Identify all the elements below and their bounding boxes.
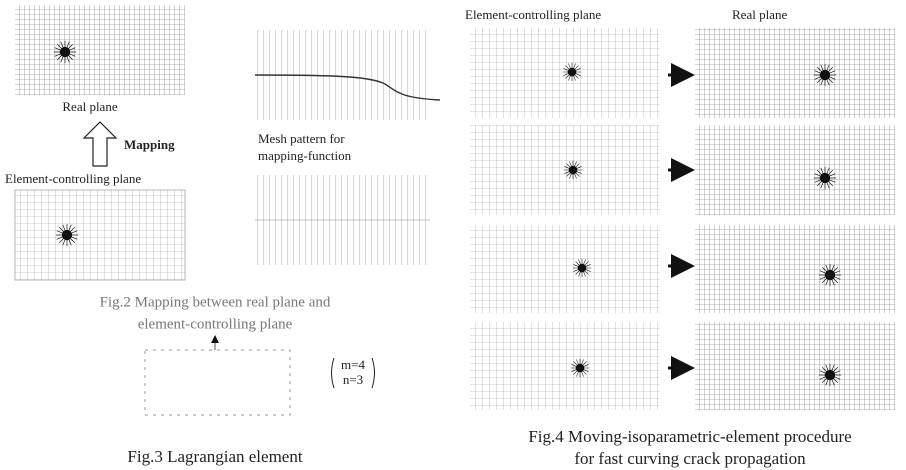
figure-page: Real plane Mapping Element-controlling p… [0,0,906,470]
fig3-caption: Fig.3 Lagrangian element [127,447,302,466]
element-plane-mesh [470,225,660,313]
element-plane-mesh [15,190,185,280]
lagrangian-element [145,350,290,415]
mesh-pattern-label: Mesh pattern for [258,131,345,146]
real-plane-mesh [695,28,895,118]
real-plane-mesh [695,225,895,313]
row [470,125,895,215]
real-plane-mesh [15,5,185,95]
element-param: n=3 [343,372,363,387]
column-header: Real plane [732,7,787,22]
fig4-caption: Fig.4 Moving-isoparametric-element proce… [528,427,851,446]
mapping-label: Mapping [124,137,175,152]
element-plane-mesh [470,28,660,118]
real-plane-mesh [695,125,895,215]
fig2-caption: element-controlling plane [138,316,293,332]
fig2-caption: Fig.2 Mapping between real plane and [100,294,331,310]
real-plane-label: Real plane [62,99,117,114]
row [470,322,895,410]
row [470,225,895,313]
row [470,28,895,118]
element-param: m=4 [341,357,365,372]
mesh-pattern-label: mapping-function [258,148,352,163]
real-plane-mesh [695,322,895,410]
column-header: Element-controlling plane [465,7,601,22]
fig4-caption: for fast curving crack propagation [574,449,806,468]
mapping-arrow [84,122,116,166]
element-plane-mesh [470,322,660,410]
element-plane-label: Element-controlling plane [5,171,141,186]
